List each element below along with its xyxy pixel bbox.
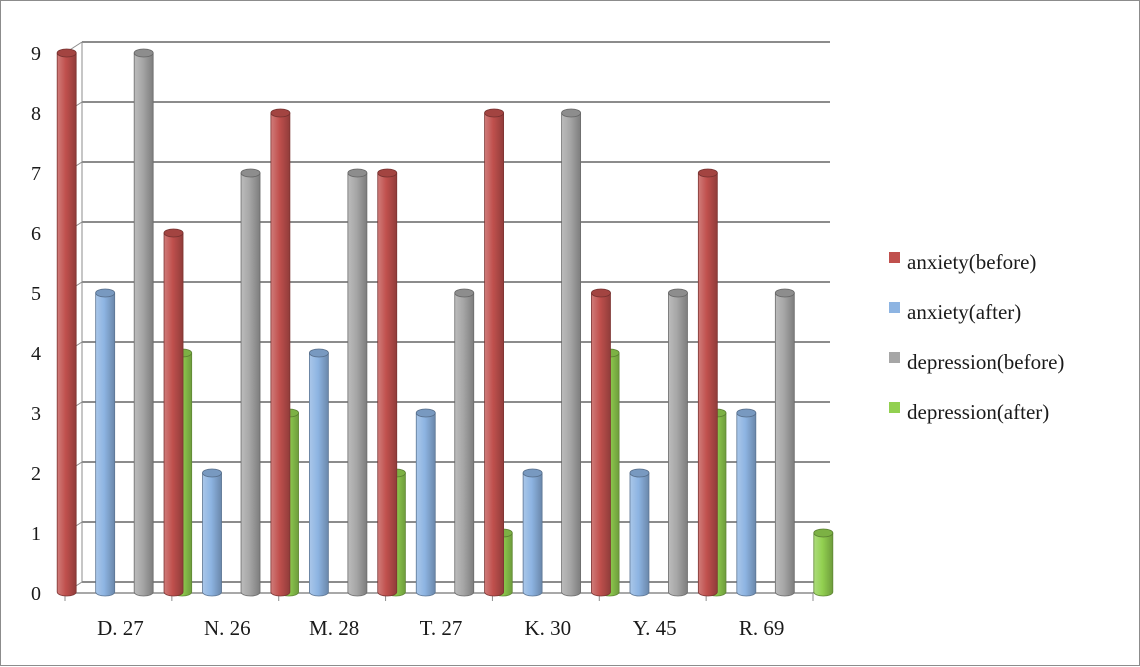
- bar-anxiety-after: [522, 468, 543, 597]
- legend-label-anxiety-after: anxiety(after): [907, 300, 1021, 324]
- x-tick-label: T. 27: [420, 616, 463, 640]
- legend-swatch-depression-before: [889, 352, 900, 363]
- legend-label-anxiety-before: anxiety(before): [907, 250, 1036, 274]
- bar-anxiety-before: [56, 48, 77, 597]
- x-tick-label: Y. 45: [633, 616, 677, 640]
- bar-depression-after: [813, 528, 834, 597]
- bar-anxiety-before: [484, 108, 505, 597]
- bar-anxiety-before: [697, 168, 718, 597]
- bar-anxiety-after: [308, 348, 329, 597]
- y-tick-label: 3: [31, 403, 41, 425]
- x-tick-label: M. 28: [309, 616, 359, 640]
- y-tick-label: 9: [31, 43, 41, 65]
- bar-depression-before: [774, 288, 795, 597]
- bar-anxiety-before: [377, 168, 398, 597]
- bar-anxiety-before: [163, 228, 184, 597]
- bar-depression-before: [240, 168, 261, 597]
- bar-anxiety-after: [736, 408, 757, 597]
- y-tick-label: 2: [31, 463, 41, 485]
- bar-anxiety-after: [415, 408, 436, 597]
- legend: anxiety(before) anxiety(after) depression(…: [889, 250, 1064, 424]
- bar-depression-before: [561, 108, 582, 597]
- bar-depression-before: [347, 168, 368, 597]
- legend-swatch-anxiety-after: [889, 302, 900, 313]
- legend-label-depression-after: depression(after): [907, 400, 1049, 424]
- y-tick-label: 0: [31, 583, 41, 605]
- bar-anxiety-before: [591, 288, 611, 597]
- bar-depression-before: [668, 288, 688, 597]
- bar-depression-before: [133, 48, 154, 597]
- legend-swatch-depression-after: [889, 402, 900, 413]
- bars: [56, 48, 834, 597]
- y-tick-label: 6: [31, 223, 41, 245]
- bar-anxiety-after: [202, 468, 222, 597]
- bar-anxiety-after: [95, 288, 116, 597]
- bar-depression-before: [454, 288, 475, 597]
- x-tick-label: K. 30: [525, 616, 572, 640]
- x-tick-label: D. 27: [97, 616, 144, 640]
- legend-swatch-anxiety-before: [889, 252, 900, 263]
- y-tick-label: 8: [31, 103, 41, 125]
- legend-label-depression-before: depression(before): [907, 350, 1064, 374]
- tick-labels: 0 1 2 3 4 5 6 7 8 9 D. 27 N. 26 M. 28 T. 27 K. 30 Y. 45…: [31, 43, 784, 640]
- y-tick-label: 4: [31, 343, 41, 365]
- x-tick-label: N. 26: [204, 616, 251, 640]
- bar-anxiety-after: [629, 468, 650, 597]
- x-tick-label: R. 69: [739, 616, 785, 640]
- y-tick-label: 1: [31, 523, 41, 545]
- y-tick-label: 7: [31, 163, 41, 185]
- y-tick-label: 5: [31, 283, 41, 305]
- bar-anxiety-before: [270, 108, 291, 597]
